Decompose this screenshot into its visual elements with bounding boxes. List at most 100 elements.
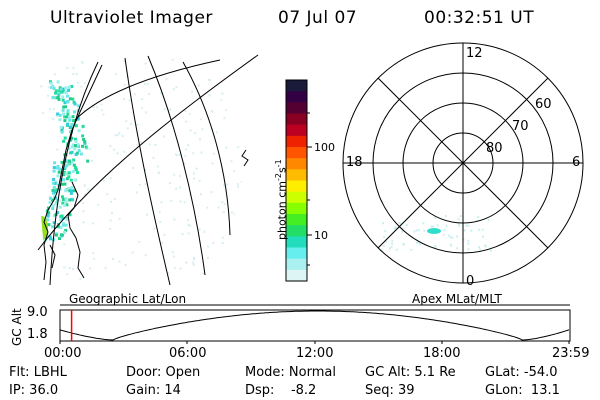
speckle-dot — [175, 153, 177, 156]
polar-speckle-dot — [457, 218, 460, 221]
speckle-dot — [227, 63, 230, 66]
speckle-dot — [228, 244, 231, 247]
speckle-dot — [173, 218, 176, 221]
speckle-dot — [186, 67, 189, 70]
polar-speckle-dot — [467, 242, 470, 245]
speckle-dot — [101, 109, 104, 112]
polar-speckle-dot — [405, 224, 408, 226]
aurora-pixel — [64, 172, 68, 176]
speckle-dot — [192, 263, 195, 266]
aurora-pixel — [52, 191, 55, 195]
speckle-dot — [53, 73, 56, 76]
aurora-pixel — [60, 160, 64, 164]
speckle-dot — [52, 117, 55, 120]
polar-speckle-dot — [430, 225, 433, 228]
speckle-dot — [130, 122, 132, 125]
aurora-pixel — [76, 117, 80, 121]
colorbar-cell — [286, 180, 307, 193]
aurora-pixel — [63, 170, 66, 174]
aurora-pixel — [52, 87, 56, 91]
speckle-dot — [125, 120, 128, 123]
glon-status: GLon: 13.1 — [485, 383, 560, 398]
colorbar-cell — [286, 124, 307, 137]
polar-speckle-dot — [432, 225, 435, 228]
speckle-dot — [89, 267, 92, 270]
aurora-pixel — [62, 221, 66, 225]
speckle-dot — [249, 152, 251, 154]
polar-speckle-dot — [417, 229, 420, 232]
polar-speckle-dot — [415, 229, 418, 232]
speckle-dot — [175, 187, 178, 190]
aurora-pixel — [70, 145, 74, 149]
speckle-dot — [197, 61, 200, 63]
polar-speckle-dot — [391, 240, 394, 243]
colorbar-cell — [286, 269, 307, 282]
aurora-pixel — [52, 221, 56, 225]
aurora-pixel — [81, 144, 84, 148]
speckle-dot — [40, 56, 43, 59]
speckle-dot — [198, 228, 201, 231]
speckle-dot — [241, 60, 244, 63]
aurora-pixel — [68, 118, 72, 122]
speckle-dot — [249, 106, 251, 108]
polar-speckle-dot — [417, 241, 420, 244]
aurora-pixel — [49, 80, 52, 84]
aurora-pixel — [54, 202, 58, 206]
speckle-dot — [52, 107, 55, 110]
timeline-xtick-0600: 06:00 — [169, 346, 207, 361]
polar-speckle-dot — [436, 224, 439, 227]
speckle-dot — [179, 200, 182, 203]
aurora-pixel — [73, 147, 77, 151]
speckle-dot — [230, 160, 233, 163]
polar-speckle-dot — [487, 218, 490, 221]
colorbar-unit-exp2: -1 — [274, 159, 283, 168]
aurora-pixel — [48, 196, 52, 200]
speckle-dot — [170, 199, 173, 202]
polar-speckle-dot — [383, 235, 386, 238]
aurora-pixel — [67, 88, 70, 92]
speckle-dot — [222, 211, 225, 213]
colorbar-cell — [286, 214, 307, 226]
speckle-dot — [184, 154, 187, 157]
aurora-pixel — [81, 124, 85, 128]
speckle-dot — [171, 58, 174, 61]
date-label: 07 Jul 07 — [278, 8, 358, 28]
aurora-pixel — [61, 216, 65, 220]
speckle-dot — [233, 240, 236, 243]
speckle-dot — [217, 206, 220, 209]
aurora-pixel — [49, 237, 52, 241]
timeline-ytick-1-8: 1.8 — [27, 327, 48, 342]
polar-speckle-dot — [445, 225, 448, 228]
speckle-dot — [217, 282, 220, 285]
polar-speckle-dot — [442, 233, 445, 236]
speckle-dot — [83, 109, 86, 112]
speckle-dot — [124, 263, 127, 266]
polar-speckle-dot — [482, 235, 484, 238]
colorbar-cell — [286, 202, 307, 215]
speckle-dot — [232, 100, 235, 103]
aurora-pixel — [47, 223, 51, 227]
speckle-dot — [123, 150, 126, 153]
speckle-dot — [123, 98, 125, 101]
speckle-dot — [221, 242, 224, 245]
mlt-label-18: 18 — [346, 155, 363, 170]
polar-speckle-dot — [399, 222, 402, 225]
speckle-dot — [66, 273, 69, 276]
speckle-dot — [208, 94, 211, 97]
speckle-dot — [184, 109, 187, 112]
speckle-dot — [106, 193, 109, 196]
speckle-dot — [109, 228, 112, 230]
speckle-dot — [144, 183, 147, 186]
speckle-dot — [40, 85, 43, 88]
timeline-ytick-9: 9.0 — [27, 305, 48, 320]
aurora-pixel — [70, 160, 74, 164]
aurora-pixel — [58, 205, 62, 209]
speckle-dot — [167, 272, 170, 275]
aurora-pixel — [54, 233, 58, 237]
aurora-pixel — [63, 119, 67, 123]
aurora-pixel — [64, 188, 68, 192]
speckle-dot — [207, 57, 210, 60]
aurora-pixel — [66, 112, 70, 116]
aurora-pixel — [84, 145, 88, 149]
aurora-pixel — [48, 200, 52, 204]
